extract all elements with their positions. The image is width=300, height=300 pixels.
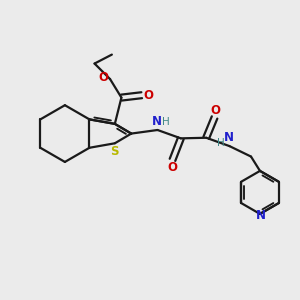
Text: O: O bbox=[143, 89, 153, 102]
Text: N: N bbox=[256, 209, 266, 222]
Text: H: H bbox=[217, 137, 225, 148]
Text: S: S bbox=[111, 145, 119, 158]
Text: N: N bbox=[152, 115, 162, 128]
Text: N: N bbox=[224, 131, 234, 144]
Text: O: O bbox=[167, 160, 177, 173]
Text: O: O bbox=[98, 71, 109, 84]
Text: H: H bbox=[162, 117, 170, 127]
Text: O: O bbox=[211, 104, 221, 117]
